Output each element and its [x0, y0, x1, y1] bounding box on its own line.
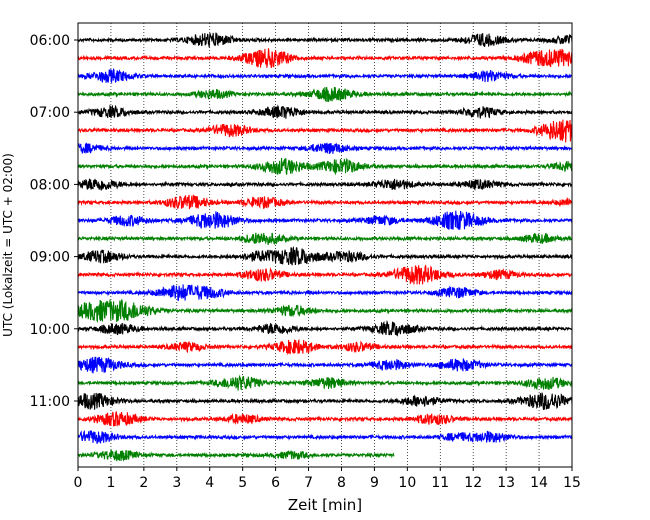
trace-row-22: [77, 410, 573, 427]
x-axis-label: Zeit [min]: [288, 496, 362, 514]
y-tick-label: 11:00: [30, 394, 70, 410]
x-tick-label: 3: [172, 475, 181, 491]
trace-row-11: [77, 210, 573, 230]
trace-row-20: [77, 374, 573, 391]
x-tick-label: 5: [238, 475, 247, 491]
trace-row-6: [77, 119, 573, 143]
y-tick-label: 06:00: [30, 33, 70, 49]
x-tick-label: 13: [497, 475, 515, 491]
x-axis-ticks: 0 1 2 3 4 5 6 7 8 9 10 11 12 13 14 15: [74, 467, 581, 491]
trace-row-8: [77, 157, 573, 176]
x-tick-label: 15: [563, 475, 581, 491]
x-tick-label: 7: [304, 475, 313, 491]
x-tick-label: 2: [139, 475, 148, 491]
y-tick-label: 08:00: [30, 177, 70, 193]
trace-row-9: [77, 178, 573, 191]
x-tick-label: 4: [205, 475, 214, 491]
trace-row-12: [77, 232, 573, 246]
x-tick-label: 9: [370, 475, 379, 491]
x-tick-label: 11: [431, 475, 449, 491]
trace-row-14: [77, 264, 573, 285]
trace-row-15: [77, 284, 573, 301]
x-tick-label: 10: [398, 475, 416, 491]
y-tick-label: 09:00: [30, 250, 70, 266]
trace-row-3: [77, 68, 573, 84]
trace-row-5: [77, 104, 573, 119]
trace-row-10: [77, 194, 573, 210]
x-tick-label: 12: [464, 475, 482, 491]
trace-row-21: [77, 392, 573, 411]
trace-row-16: [77, 298, 573, 323]
x-tick-label: 0: [74, 475, 83, 491]
seismic-traces: [77, 31, 573, 462]
trace-row-1: [77, 31, 573, 48]
y-tick-label: 07:00: [30, 105, 70, 121]
trace-row-18: [77, 338, 573, 356]
trace-row-19: [77, 356, 573, 374]
trace-row-24: [77, 449, 395, 462]
x-tick-label: 6: [271, 475, 280, 491]
trace-row-7: [77, 142, 573, 154]
trace-row-2: [77, 48, 573, 68]
trace-row-4: [77, 86, 573, 102]
grid-lines: [110, 23, 540, 467]
trace-row-13: [77, 246, 573, 266]
x-tick-label: 14: [530, 475, 548, 491]
y-axis-label: UTC (Lokalzeit = UTC + 02:00): [1, 153, 15, 337]
y-tick-label: 10:00: [30, 322, 70, 338]
plot-frame: [77, 22, 573, 468]
x-tick-label: 1: [106, 475, 115, 491]
x-tick-label: 8: [337, 475, 346, 491]
trace-row-17: [77, 319, 573, 337]
y-axis-ticks: 06:00 07:00 08:00 09:00 10:00 11:00: [30, 33, 78, 410]
trace-row-23: [77, 429, 573, 444]
